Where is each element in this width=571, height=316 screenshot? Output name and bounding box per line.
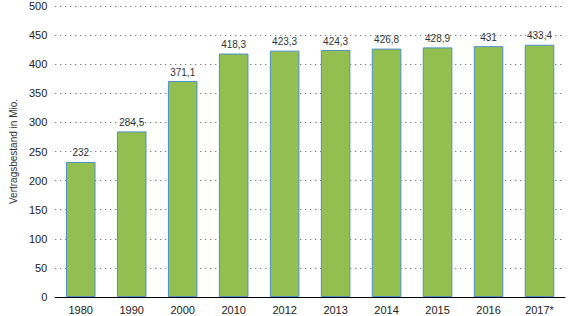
svg-text:428,9: 428,9 — [425, 33, 450, 44]
svg-text:100: 100 — [29, 233, 47, 245]
svg-text:350: 350 — [29, 87, 47, 99]
svg-text:418,3: 418,3 — [221, 39, 246, 50]
svg-text:450: 450 — [29, 29, 47, 41]
svg-text:2015: 2015 — [425, 304, 449, 316]
svg-text:2010: 2010 — [221, 304, 245, 316]
svg-text:300: 300 — [29, 116, 47, 128]
svg-text:2013: 2013 — [323, 304, 347, 316]
svg-text:431: 431 — [480, 32, 497, 43]
svg-text:424,3: 424,3 — [323, 36, 348, 47]
svg-text:200: 200 — [29, 175, 47, 187]
svg-text:2017*: 2017* — [525, 304, 554, 316]
svg-text:0: 0 — [41, 291, 47, 303]
svg-text:426,8: 426,8 — [374, 34, 399, 45]
svg-text:500: 500 — [29, 0, 47, 12]
svg-text:50: 50 — [35, 262, 47, 274]
svg-text:371,1: 371,1 — [170, 67, 195, 78]
svg-text:2012: 2012 — [272, 304, 296, 316]
svg-text:1980: 1980 — [68, 304, 92, 316]
svg-text:2000: 2000 — [170, 304, 194, 316]
svg-text:423,3: 423,3 — [272, 36, 297, 47]
svg-text:400: 400 — [29, 58, 47, 70]
svg-text:150: 150 — [29, 204, 47, 216]
svg-text:2014: 2014 — [374, 304, 398, 316]
svg-text:433,4: 433,4 — [527, 30, 552, 41]
svg-text:250: 250 — [29, 146, 47, 158]
svg-text:232: 232 — [72, 147, 89, 158]
svg-text:284,5: 284,5 — [119, 117, 144, 128]
svg-text:2016: 2016 — [476, 304, 500, 316]
svg-text:1990: 1990 — [119, 304, 143, 316]
svg-text:Vertragsbestand in Mio.: Vertragsbestand in Mio. — [8, 99, 19, 204]
